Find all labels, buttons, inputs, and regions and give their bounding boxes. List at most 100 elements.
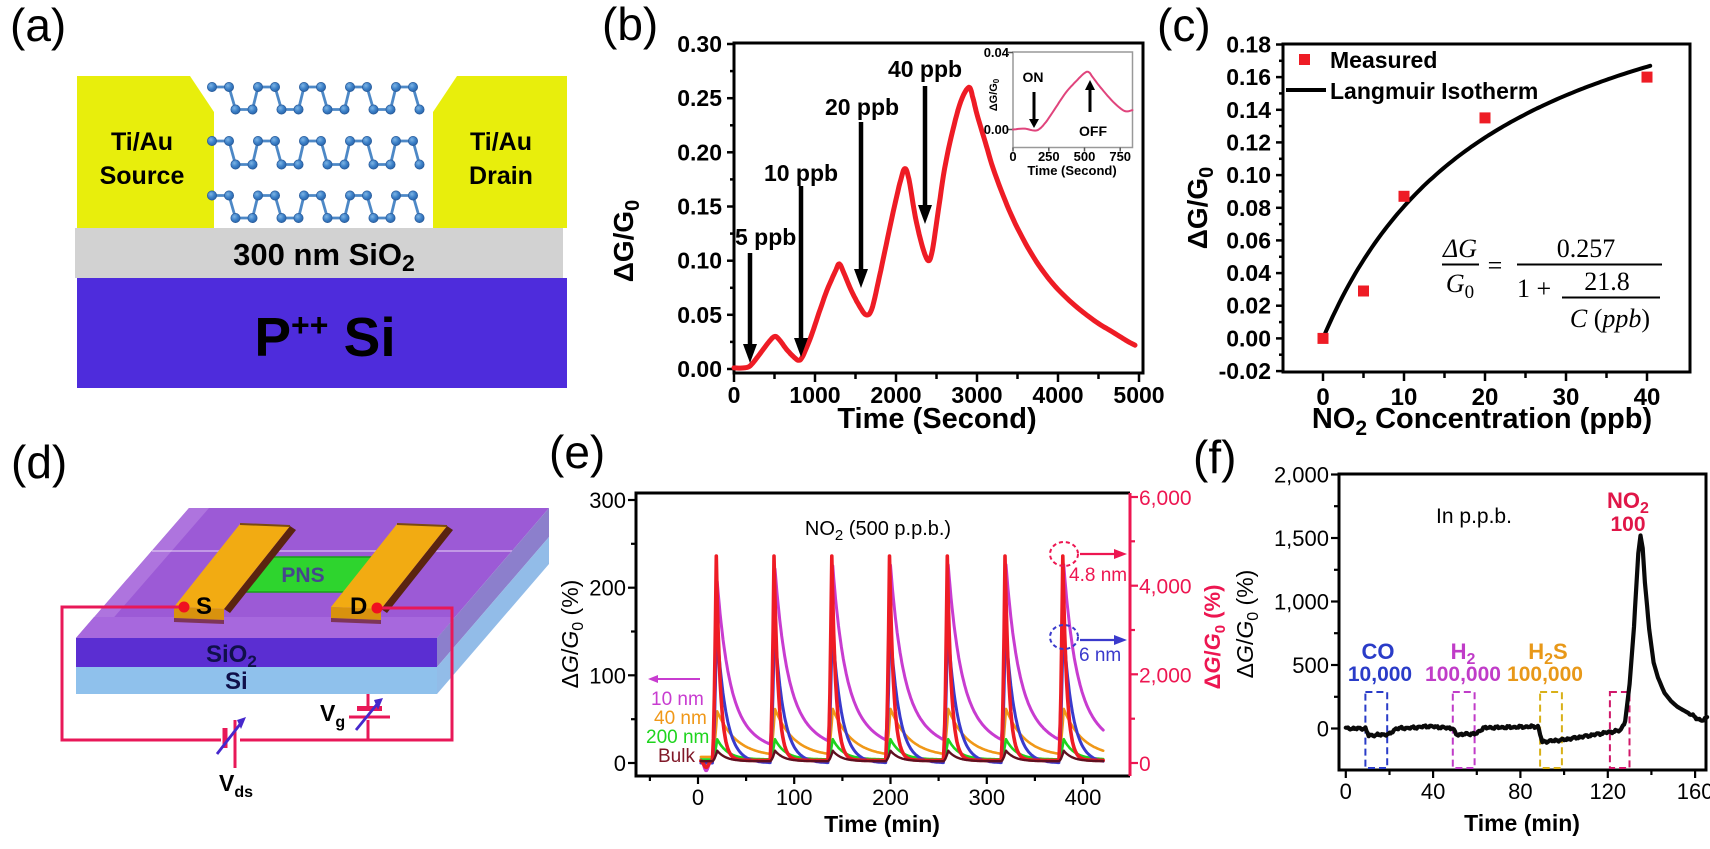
svg-text:Ti/Au: Ti/Au [111,128,173,156]
svg-text:4000: 4000 [1032,382,1083,408]
svg-text:(b): (b) [602,0,658,50]
svg-text:750: 750 [1109,149,1131,164]
svg-text:250: 250 [1038,149,1060,164]
svg-text:Drain: Drain [469,162,533,190]
svg-text:P++ Si: P++ Si [254,306,395,368]
svg-text:CO: CO [1362,639,1395,664]
svg-text:1000: 1000 [789,382,840,408]
svg-text:40 ppb: 40 ppb [888,56,962,82]
svg-text:500: 500 [1292,653,1329,678]
svg-text:D: D [350,593,367,620]
svg-text:0.30: 0.30 [677,31,722,57]
svg-text:80: 80 [1508,779,1532,804]
svg-text:Si: Si [225,668,248,695]
svg-text:3000: 3000 [951,382,1002,408]
svg-text:400: 400 [1065,785,1102,810]
svg-text:NO2 (500 p.p.b.): NO2 (500 p.p.b.) [805,518,951,544]
svg-text:1,500: 1,500 [1274,526,1329,551]
svg-text:21.8: 21.8 [1584,267,1630,296]
svg-text:Time (min): Time (min) [824,811,940,837]
svg-text:Time (min): Time (min) [1464,810,1580,836]
svg-text:ΔG: ΔG [1442,234,1477,263]
svg-text:H2S: H2S [1528,639,1567,668]
svg-text:100,000: 100,000 [1425,663,1501,686]
svg-text:Vg: Vg [320,700,345,731]
svg-text:In p.p.b.: In p.p.b. [1436,505,1512,528]
svg-text:ΔG/G0 (%): ΔG/G0 (%) [1232,570,1262,679]
svg-text:ΔG/G0 (%): ΔG/G0 (%) [557,580,587,689]
svg-text:20: 20 [1472,384,1499,411]
svg-text:Ti/Au: Ti/Au [470,128,532,156]
svg-text:0.10: 0.10 [677,248,722,274]
svg-text:Time (Second): Time (Second) [837,403,1036,435]
svg-text:5 ppb: 5 ppb [735,224,796,250]
svg-text:Measured: Measured [1330,47,1437,73]
svg-text:0.00: 0.00 [677,356,722,382]
svg-text:0.06: 0.06 [1226,227,1271,253]
svg-text:0.20: 0.20 [677,139,722,165]
svg-text:40: 40 [1634,384,1661,411]
svg-text:PNS: PNS [281,564,324,587]
svg-text:ΔG/G0: ΔG/G0 [1182,167,1218,250]
svg-text:2,000: 2,000 [1139,664,1192,687]
svg-text:0.02: 0.02 [1226,293,1271,319]
svg-text:100,000: 100,000 [1507,663,1583,686]
svg-text:ON: ON [1023,69,1044,85]
svg-text:ΔG/G0: ΔG/G0 [988,78,1001,111]
svg-text:300 nm SiO2: 300 nm SiO2 [233,237,415,276]
svg-text:10,000: 10,000 [1348,663,1412,686]
svg-text:NO2 Concentration (ppb): NO2 Concentration (ppb) [1312,403,1652,440]
svg-text:0: 0 [1316,384,1329,411]
svg-text:C (ppb): C (ppb) [1570,304,1650,333]
svg-text:200 nm: 200 nm [646,727,709,748]
svg-text:0.10: 0.10 [1226,162,1271,188]
svg-text:20 ppb: 20 ppb [825,94,899,120]
svg-text:0: 0 [1340,779,1352,804]
svg-text:(d): (d) [11,436,67,488]
svg-text:0.14: 0.14 [1226,97,1271,123]
svg-text:0.12: 0.12 [1226,129,1271,155]
svg-text:0: 0 [1317,717,1329,742]
svg-text:0.00: 0.00 [1226,325,1271,351]
svg-text:500: 500 [1074,149,1096,164]
svg-text:200: 200 [589,576,626,601]
svg-text:(f): (f) [1193,431,1236,483]
svg-text:10 ppb: 10 ppb [764,160,838,186]
svg-text:S: S [196,593,212,620]
svg-text:0.25: 0.25 [677,85,722,111]
svg-text:100: 100 [589,663,626,688]
svg-text:5000: 5000 [1113,382,1164,408]
svg-text:OFF: OFF [1079,123,1107,139]
svg-text:0: 0 [614,751,626,776]
svg-text:Vds: Vds [219,770,253,801]
svg-text:G0: G0 [1446,269,1474,303]
svg-text:Source: Source [100,162,185,190]
svg-text:ΔG/G0 (%): ΔG/G0 (%) [1200,585,1229,690]
svg-text:300: 300 [968,785,1005,810]
svg-text:6 nm: 6 nm [1079,645,1121,666]
svg-text:6,000: 6,000 [1139,487,1192,510]
svg-text:0.04: 0.04 [984,45,1010,60]
svg-text:1,000: 1,000 [1274,590,1329,615]
svg-text:300: 300 [589,488,626,513]
svg-text:30: 30 [1553,384,1580,411]
svg-text:0: 0 [692,785,704,810]
svg-text:0.05: 0.05 [677,302,722,328]
svg-text:120: 120 [1589,779,1626,804]
svg-text:0: 0 [728,382,741,408]
svg-text:Time (Second): Time (Second) [1027,163,1116,178]
svg-text:Bulk: Bulk [658,746,695,767]
svg-text:ΔG/G0: ΔG/G0 [608,200,644,283]
svg-text:10 nm: 10 nm [651,689,704,710]
svg-text:200: 200 [872,785,909,810]
svg-text:0: 0 [1009,149,1016,164]
svg-text:100: 100 [1610,513,1645,536]
svg-text:0.15: 0.15 [677,194,722,220]
svg-text:40 nm: 40 nm [654,708,707,729]
svg-text:10: 10 [1391,384,1418,411]
svg-text:4,000: 4,000 [1139,576,1192,599]
svg-text:0.04: 0.04 [1226,260,1271,286]
svg-text:=: = [1488,251,1503,280]
svg-text:1 +: 1 + [1517,274,1551,303]
svg-text:2000: 2000 [870,382,921,408]
